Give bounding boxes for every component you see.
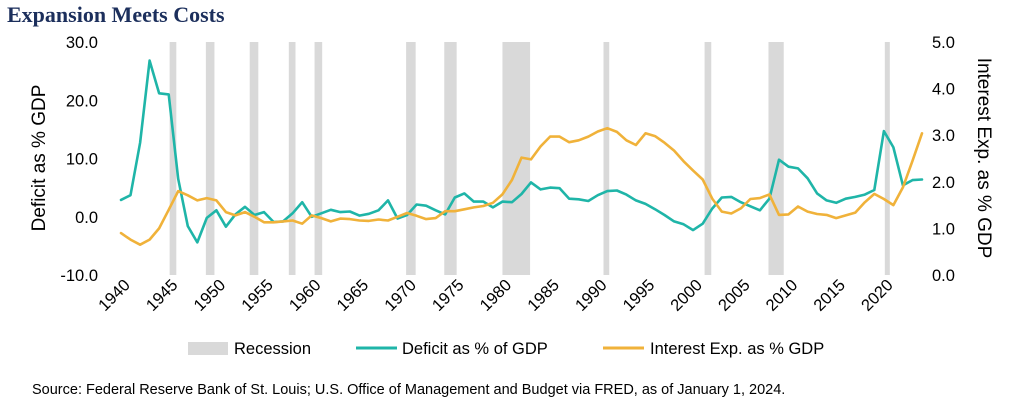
recession-band-4 [314, 42, 323, 275]
right-tick-label: 3.0 [932, 127, 955, 145]
left-tick-label: 0.0 [75, 209, 98, 227]
recession-band-5 [406, 42, 416, 275]
x-tick-label: 1995 [620, 276, 659, 315]
recession-band-1 [205, 42, 215, 275]
left-tick-label: 20.0 [66, 92, 98, 110]
legend-label-recession: Recession [234, 340, 311, 358]
right-tick-label: 5.0 [932, 34, 955, 52]
right-tick-label: 0.0 [932, 267, 955, 285]
left-tick-label: -10.0 [60, 267, 98, 285]
x-tick-label: 1965 [334, 276, 373, 315]
x-tick-label: 1970 [381, 276, 420, 315]
x-tick-label: 2005 [715, 276, 754, 315]
right-tick-label: 2.0 [932, 174, 955, 192]
recession-band-3 [288, 42, 296, 275]
left-tick-label: 10.0 [66, 151, 98, 169]
recession-band-0 [169, 42, 177, 275]
x-axis: 1940 1945 1950 1955 1960 1965 1970 1975 1980 1985… [95, 276, 897, 315]
deficit-series-line [119, 59, 924, 244]
recession-band-6 [444, 42, 457, 275]
x-tick-label: 2015 [810, 276, 849, 315]
chart-title: Expansion Meets Costs [7, 2, 225, 27]
source-note: Source: Federal Reserve Bank of St. Loui… [32, 382, 786, 398]
x-tick-label: 1950 [190, 276, 229, 315]
x-tick-label: 1940 [95, 276, 134, 315]
x-tick-label: 1955 [238, 276, 277, 315]
recession-band-9 [704, 42, 712, 275]
legend-swatch-recession [188, 342, 228, 355]
x-tick-label: 1990 [572, 276, 611, 315]
legend-label-interest: Interest Exp. as % GDP [650, 340, 824, 358]
x-tick-label: 1975 [429, 276, 468, 315]
x-tick-label: 1980 [477, 276, 516, 315]
recession-band-11 [884, 42, 890, 275]
series-lines [119, 59, 924, 246]
recession-band-8 [603, 42, 610, 275]
left-axis: 30.0 20.0 10.0 0.0 -10.0 [60, 34, 98, 285]
x-tick-label: 1960 [286, 276, 325, 315]
y-axis-label-left: Deficit as % GDP [29, 85, 50, 232]
right-axis: 5.0 4.0 3.0 2.0 1.0 0.0 [932, 34, 955, 285]
y-axis-label-right: Interest Exp. as % GDP [973, 58, 994, 259]
x-tick-label: 1945 [143, 276, 182, 315]
legend-label-deficit: Deficit as % of GDP [402, 340, 548, 358]
x-tick-label: 2000 [667, 276, 706, 315]
x-tick-label: 1985 [524, 276, 563, 315]
left-tick-label: 30.0 [66, 34, 98, 52]
interest-series-line [119, 126, 924, 246]
x-tick-label: 2010 [763, 276, 802, 315]
x-tick-label: 2020 [858, 276, 897, 315]
legend: Recession Deficit as % of GDP Interest Exp… [188, 340, 824, 358]
right-tick-label: 4.0 [932, 81, 955, 99]
recession-bands [169, 42, 890, 275]
recession-band-2 [249, 42, 259, 275]
recession-band-10 [768, 42, 784, 275]
right-tick-label: 1.0 [932, 220, 955, 238]
